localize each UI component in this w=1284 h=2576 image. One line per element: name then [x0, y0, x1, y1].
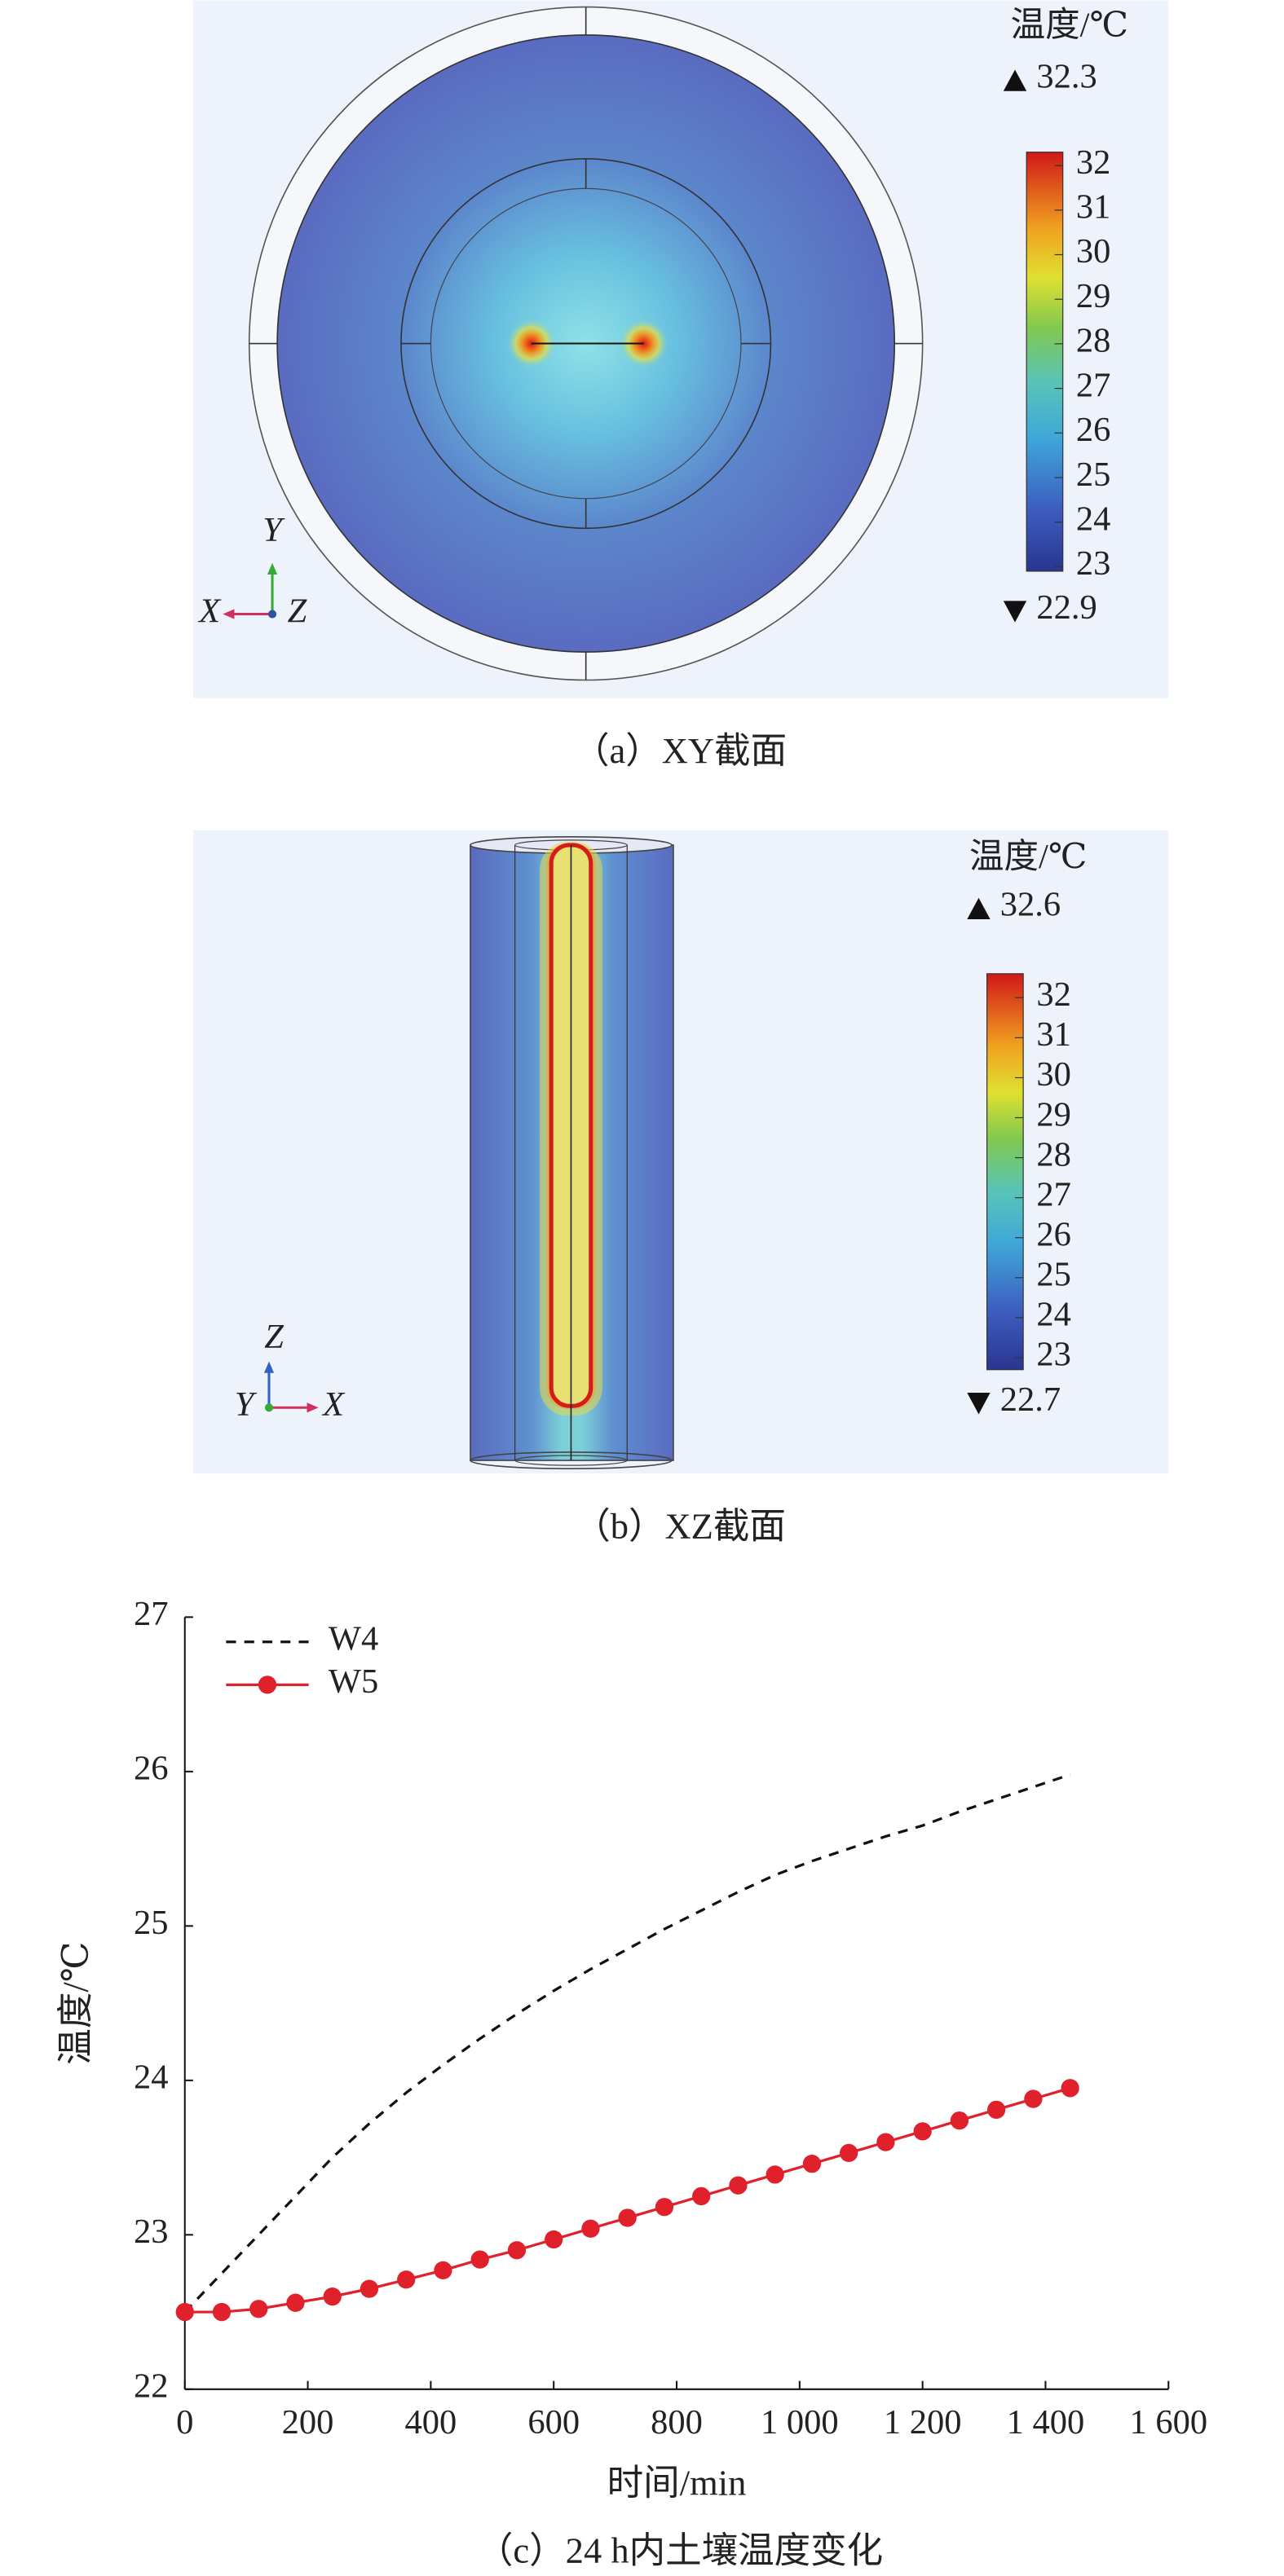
min-value: 22.7: [1000, 1380, 1061, 1419]
data-point: [1024, 2089, 1043, 2108]
data-point: [581, 2219, 600, 2238]
axis-triad-label: Z: [264, 1318, 284, 1356]
colorbar-tick-label: 26: [1036, 1216, 1071, 1254]
y-tick-label: 22: [134, 2367, 169, 2406]
colorbar-tick-label: 25: [1036, 1256, 1071, 1294]
data-point: [470, 2250, 489, 2269]
x-tick-label: 1 200: [884, 2403, 962, 2442]
data-point: [212, 2302, 232, 2322]
x-tick-label: 200: [282, 2403, 334, 2442]
data-point: [802, 2155, 822, 2173]
min-marker: [967, 1393, 991, 1415]
y-axis-label: 温度/℃: [55, 1941, 95, 2064]
data-point: [397, 2270, 416, 2289]
caption: （a）XY截面: [573, 730, 787, 771]
y-tick-label: 24: [134, 2059, 169, 2097]
x-tick-label: 1 600: [1129, 2403, 1207, 2442]
series-line: [184, 2086, 1071, 2314]
colorbar-tick-label: 26: [1076, 411, 1111, 449]
x-tick-label: 600: [527, 2403, 580, 2442]
colorbar-tick-label: 23: [1036, 1336, 1071, 1374]
colorbar-tick-label: 32: [1076, 143, 1111, 182]
colorbar-tick-label: 32: [1036, 975, 1071, 1014]
colorbar-tick-label: 31: [1036, 1015, 1071, 1054]
caption: （c）24 h内土壤温度变化: [477, 2530, 883, 2570]
data-point: [360, 2279, 379, 2298]
x-tick-label: 0: [176, 2403, 193, 2442]
data-point: [249, 2300, 268, 2318]
axis-triad-label: Z: [288, 592, 307, 630]
y-tick-label: 26: [134, 1750, 169, 1788]
x-tick-label: 1 400: [1007, 2403, 1085, 2442]
axis-triad-label: Y: [235, 1385, 258, 1424]
series-line: [183, 1773, 1071, 2314]
colorbar-tick-label: 29: [1076, 277, 1111, 315]
data-point: [323, 2287, 342, 2306]
colorbar-tick-label: 30: [1036, 1055, 1071, 1094]
y-tick-label: 25: [134, 1904, 169, 1942]
x-tick-label: 1 000: [761, 2403, 839, 2442]
colorbar-tick-label: 23: [1076, 544, 1111, 583]
xy-section-image: [192, 0, 1169, 698]
min-value: 22.9: [1036, 588, 1096, 627]
axis-triad-label: X: [321, 1385, 346, 1424]
legend-title: 温度/℃: [969, 838, 1087, 876]
max-value: 32.3: [1036, 57, 1096, 95]
data-point: [876, 2133, 895, 2151]
data-point: [913, 2122, 932, 2141]
y-tick-label: 23: [134, 2213, 169, 2251]
data-point: [987, 2100, 1006, 2119]
colorbar-tick-label: 28: [1076, 322, 1111, 360]
legend-label: W5: [329, 1662, 378, 1701]
data-point: [655, 2198, 674, 2217]
colorbar-tick-label: 28: [1036, 1135, 1071, 1174]
data-point: [286, 2293, 305, 2312]
caption: （b）XZ截面: [574, 1505, 786, 1546]
colorbar-tick-label: 27: [1036, 1175, 1071, 1213]
colorbar-tick-label: 24: [1076, 500, 1111, 538]
data-point: [729, 2176, 748, 2195]
colorbar: [1026, 152, 1064, 572]
legend-title: 温度/℃: [1011, 7, 1128, 45]
data-point: [1061, 2079, 1079, 2098]
colorbar-tick-label: 24: [1036, 1296, 1071, 1334]
data-point: [434, 2261, 452, 2280]
min-marker: [1003, 601, 1027, 623]
max-marker: [1003, 69, 1027, 91]
data-point: [766, 2165, 784, 2184]
legend-label: W4: [329, 1619, 378, 1658]
data-point: [950, 2111, 969, 2130]
x-tick-label: 800: [651, 2403, 703, 2442]
data-point: [840, 2143, 858, 2163]
colorbar: [986, 973, 1024, 1371]
legend-marker: [258, 1676, 277, 1694]
x-axis-label: 时间/min: [607, 2462, 747, 2503]
colorbar-tick-label: 31: [1076, 188, 1111, 227]
data-point: [175, 2302, 194, 2322]
colorbar-tick-label: 30: [1076, 232, 1111, 271]
axis-triad-label: Y: [263, 511, 285, 549]
axis-triad-label: X: [197, 592, 222, 630]
colorbar-tick-label: 29: [1036, 1095, 1071, 1134]
x-tick-label: 400: [404, 2403, 457, 2442]
data-point: [507, 2241, 527, 2260]
colorbar-tick-label: 25: [1076, 456, 1111, 494]
colorbar-tick-label: 27: [1076, 366, 1111, 404]
max-marker: [967, 897, 991, 920]
data-point: [618, 2208, 637, 2227]
max-value: 32.6: [1000, 886, 1061, 924]
y-tick-label: 27: [134, 1595, 169, 1633]
data-point: [545, 2230, 563, 2249]
data-point: [692, 2186, 711, 2206]
